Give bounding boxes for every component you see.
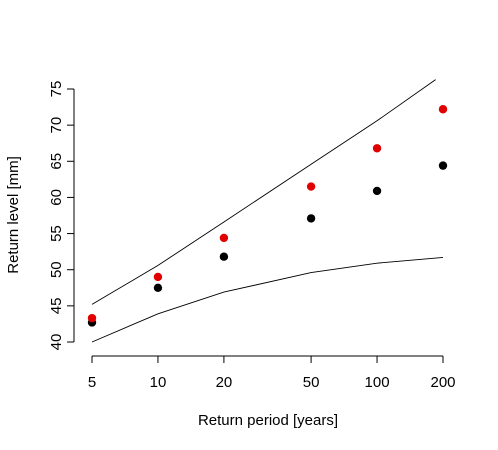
x-tick-label-5: 5	[88, 374, 96, 391]
x-axis-label: Return period [years]	[198, 412, 338, 429]
red-points-point-100	[372, 144, 382, 153]
black-points-point-200	[438, 161, 448, 170]
x-axis: 5 10 20 50 100 200	[88, 355, 456, 391]
y-tick-label-65: 65	[48, 153, 65, 170]
red-points-point-10	[153, 272, 163, 282]
y-tick-label-45: 45	[48, 298, 65, 315]
red-points-point-50	[306, 182, 316, 191]
upper-bound-line	[91, 79, 436, 305]
plot-area	[87, 79, 448, 343]
red-points-point-200	[438, 105, 448, 114]
y-tick-label-40: 40	[48, 334, 65, 351]
y-axis-label: Return level [mm]	[5, 156, 22, 274]
x-tick-label-100: 100	[365, 374, 390, 391]
red-points-point-5	[87, 313, 97, 323]
y-tick-label-55: 55	[48, 225, 65, 242]
black-points-point-20	[219, 252, 229, 261]
black-points-point-100	[372, 186, 382, 196]
black-points-point-10	[153, 283, 163, 292]
x-tick-label-10: 10	[150, 374, 167, 391]
black-points-point-50	[306, 214, 316, 223]
y-axis: 40 45 50 55 60 65 70 75	[48, 81, 75, 351]
y-tick-label-50: 50	[48, 261, 65, 278]
y-tick-label-60: 60	[48, 189, 65, 206]
lower-bound-line	[91, 256, 444, 343]
y-tick-label-70: 70	[48, 117, 65, 134]
x-tick-label-200: 200	[430, 374, 455, 391]
y-tick-label-75: 75	[48, 81, 65, 98]
x-tick-label-20: 20	[216, 374, 233, 391]
red-points-point-20	[219, 233, 229, 243]
x-tick-label-50: 50	[303, 374, 320, 391]
